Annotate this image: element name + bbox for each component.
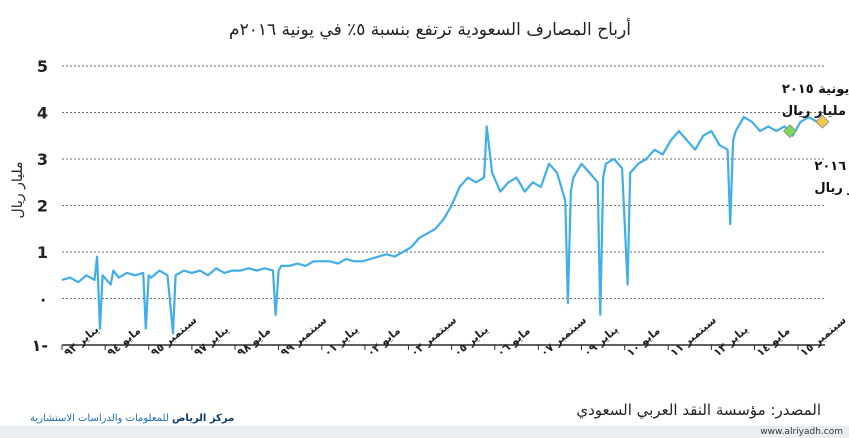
annotation-label: ٤٫٠ مليار ريال bbox=[814, 181, 849, 196]
y-tick-label: 3 bbox=[37, 150, 48, 169]
point-marker bbox=[815, 114, 830, 129]
x-tick-label: يناير ١٣ bbox=[711, 323, 751, 359]
y-tick-label: ٠ bbox=[38, 290, 48, 309]
logo: مركز الرياض للمعلومات والدراسات الاستشار… bbox=[30, 413, 234, 424]
annotations: يونية ٢٠١٥ ٣٫٦ مليار ريال يونية ٢٠١٦ ٤٫٠ مل… bbox=[782, 82, 849, 196]
x-tick-label: يناير ٩٣ bbox=[62, 323, 102, 359]
x-tick-label: سبتمبر ٠٣ bbox=[408, 313, 459, 359]
x-tick-label: مايو ١٠ bbox=[624, 324, 662, 359]
x-tick-label: سبتمبر ١٥ bbox=[798, 313, 849, 359]
y-tick-label: 4 bbox=[37, 104, 48, 123]
y-axis-label: مليار ريال bbox=[10, 162, 26, 219]
x-tick-label: مايو ٩٤ bbox=[105, 324, 143, 359]
logo-mark: مركز الرياض bbox=[171, 413, 235, 424]
annotation-label: ٣٫٦ مليار ريال bbox=[782, 104, 849, 119]
annotation-label: يونية ٢٠١٥ bbox=[782, 82, 849, 97]
x-tick-label: يناير ٩٧ bbox=[191, 323, 231, 359]
x-tick-label: مايو ٠٦ bbox=[494, 324, 532, 359]
series bbox=[61, 115, 823, 335]
logo-text: للمعلومات والدراسات الاستشارية bbox=[30, 413, 169, 424]
y-ticks: ١- ٠ 1 2 3 4 5 bbox=[32, 57, 48, 355]
footer-bar bbox=[0, 426, 849, 438]
x-tick-label: يناير ٠٥ bbox=[451, 323, 491, 359]
point-marker bbox=[783, 124, 797, 139]
x-tick-label: يناير ٠٩ bbox=[581, 323, 621, 359]
x-tick-label: مايو ٠٢ bbox=[364, 324, 402, 359]
chart-title: أرباح المصارف السعودية ترتفع بنسبة ٥٪ في… bbox=[229, 18, 631, 40]
site-url: www.alriyadh.com bbox=[760, 427, 843, 437]
x-tick-label: مايو ١٤ bbox=[754, 324, 792, 359]
series-line bbox=[61, 115, 823, 335]
y-tick-label: 2 bbox=[37, 197, 48, 216]
x-tick-label: مايو ٩٨ bbox=[235, 324, 273, 359]
y-tick-label: 1 bbox=[37, 243, 48, 262]
x-tick-label: سبتمبر ١١ bbox=[668, 313, 719, 359]
y-tick-label: ١- bbox=[32, 336, 48, 355]
gridlines bbox=[62, 65, 825, 346]
x-tick-label: سبتمبر ٠٧ bbox=[538, 313, 589, 359]
y-tick-label: 5 bbox=[37, 57, 48, 76]
x-tick-label: سبتمبر ٩٩ bbox=[278, 313, 329, 359]
annotation-label: يونية ٢٠١٦ bbox=[814, 159, 849, 174]
source-note: المصدر: مؤسسة النقد العربي السعودي bbox=[576, 401, 821, 419]
x-tick-label: يناير ٠١ bbox=[321, 323, 361, 359]
